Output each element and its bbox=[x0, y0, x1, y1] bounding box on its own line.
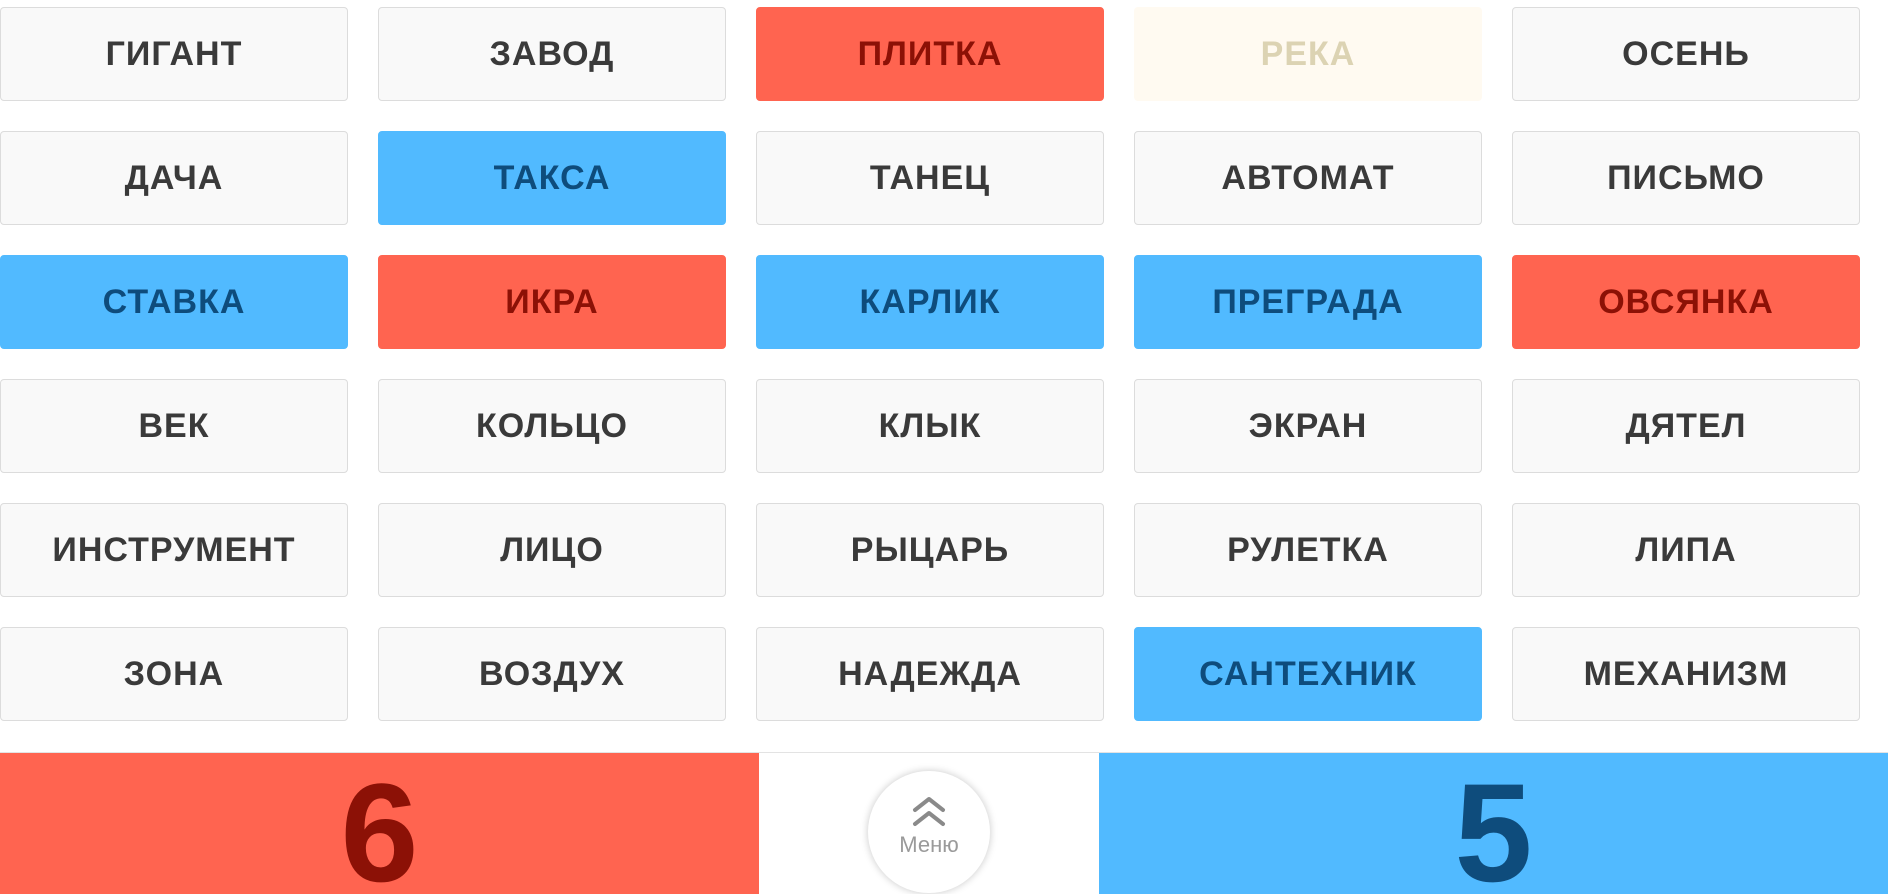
word-card[interactable]: ПЛИТКА bbox=[756, 7, 1104, 101]
word-card[interactable]: ВЕК bbox=[0, 379, 348, 473]
word-card[interactable]: СТАВКА bbox=[0, 255, 348, 349]
word-card[interactable]: РЕКА bbox=[1134, 7, 1482, 101]
word-card[interactable]: ИКРА bbox=[378, 255, 726, 349]
word-card[interactable]: ОСЕНЬ bbox=[1512, 7, 1860, 101]
word-card[interactable]: РЫЦАРЬ bbox=[756, 503, 1104, 597]
word-card[interactable]: ТАКСА bbox=[378, 131, 726, 225]
menu-button[interactable]: Меню bbox=[868, 771, 990, 893]
word-card[interactable]: КЛЫК bbox=[756, 379, 1104, 473]
word-card[interactable]: ТАНЕЦ bbox=[756, 131, 1104, 225]
word-card[interactable]: ЭКРАН bbox=[1134, 379, 1482, 473]
blue-team-score: 5 bbox=[1454, 754, 1533, 894]
word-card[interactable]: ОВСЯНКА bbox=[1512, 255, 1860, 349]
score-bar: 6 5 bbox=[0, 752, 1888, 894]
word-card[interactable]: ДАЧА bbox=[0, 131, 348, 225]
word-card[interactable]: ЛИПА bbox=[1512, 503, 1860, 597]
word-card[interactable]: РУЛЕТКА bbox=[1134, 503, 1482, 597]
word-card[interactable]: КАРЛИК bbox=[756, 255, 1104, 349]
word-card[interactable]: ГИГАНТ bbox=[0, 7, 348, 101]
red-team-score: 6 bbox=[340, 754, 419, 894]
word-card[interactable]: НАДЕЖДА bbox=[756, 627, 1104, 721]
word-card[interactable]: ПИСЬМО bbox=[1512, 131, 1860, 225]
word-card[interactable]: АВТОМАТ bbox=[1134, 131, 1482, 225]
menu-label: Меню bbox=[899, 832, 959, 857]
blue-team-score-panel: 5 bbox=[1099, 753, 1888, 894]
word-card[interactable]: ВОЗДУХ bbox=[378, 627, 726, 721]
word-card[interactable]: ЛИЦО bbox=[378, 503, 726, 597]
word-card[interactable]: ПРЕГРАДА bbox=[1134, 255, 1482, 349]
double-chevron-up-icon bbox=[913, 797, 945, 826]
red-team-score-panel: 6 bbox=[0, 753, 759, 894]
word-card[interactable]: САНТЕХНИК bbox=[1134, 627, 1482, 721]
word-card[interactable]: ДЯТЕЛ bbox=[1512, 379, 1860, 473]
word-card-grid: ГИГАНТ ЗАВОД ПЛИТКА РЕКА ОСЕНЬ ДАЧА ТАКСА ТАНЕЦ… bbox=[0, 7, 1860, 721]
word-card[interactable]: КОЛЬЦО bbox=[378, 379, 726, 473]
word-card[interactable]: ЗОНА bbox=[0, 627, 348, 721]
word-card[interactable]: ИНСТРУМЕНТ bbox=[0, 503, 348, 597]
word-card[interactable]: МЕХАНИЗМ bbox=[1512, 627, 1860, 721]
word-card[interactable]: ЗАВОД bbox=[378, 7, 726, 101]
